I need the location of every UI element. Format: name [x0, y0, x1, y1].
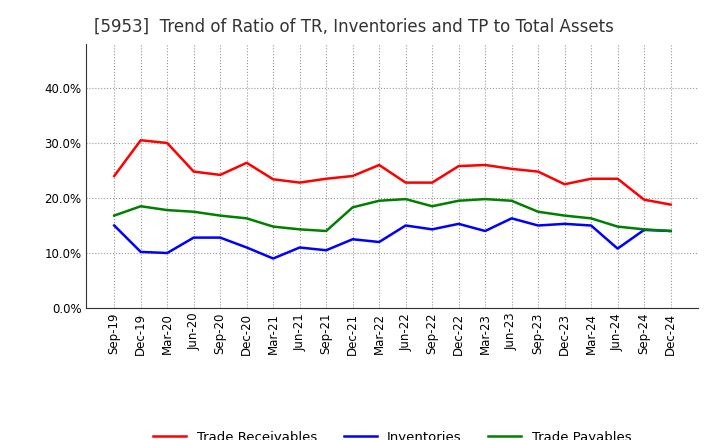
Inventories	[613, 246, 622, 251]
Trade Receivables	[110, 173, 119, 179]
Inventories	[508, 216, 516, 221]
Trade Receivables	[508, 166, 516, 172]
Trade Payables	[322, 228, 330, 234]
Trade Payables	[216, 213, 225, 218]
Inventories	[666, 228, 675, 234]
Trade Payables	[375, 198, 384, 203]
Trade Payables	[348, 205, 357, 210]
Inventories	[640, 227, 649, 232]
Inventories	[587, 223, 595, 228]
Trade Receivables	[269, 176, 277, 182]
Inventories	[269, 256, 277, 261]
Trade Receivables	[640, 197, 649, 202]
Trade Payables	[454, 198, 463, 203]
Inventories	[163, 250, 171, 256]
Trade Receivables	[428, 180, 436, 185]
Trade Receivables	[295, 180, 304, 185]
Trade Receivables	[348, 173, 357, 179]
Trade Payables	[481, 196, 490, 202]
Text: [5953]  Trend of Ratio of TR, Inventories and TP to Total Assets: [5953] Trend of Ratio of TR, Inventories…	[94, 18, 613, 36]
Line: Inventories: Inventories	[114, 218, 670, 259]
Trade Payables	[640, 227, 649, 232]
Inventories	[375, 239, 384, 245]
Trade Receivables	[666, 202, 675, 207]
Inventories	[295, 245, 304, 250]
Trade Payables	[508, 198, 516, 203]
Inventories	[348, 237, 357, 242]
Trade Receivables	[243, 160, 251, 165]
Trade Receivables	[613, 176, 622, 181]
Trade Payables	[136, 204, 145, 209]
Inventories	[534, 223, 542, 228]
Line: Trade Receivables: Trade Receivables	[114, 140, 670, 205]
Trade Payables	[428, 204, 436, 209]
Inventories	[110, 223, 119, 228]
Trade Payables	[534, 209, 542, 214]
Inventories	[401, 223, 410, 228]
Inventories	[454, 221, 463, 227]
Trade Receivables	[163, 140, 171, 146]
Trade Receivables	[136, 138, 145, 143]
Inventories	[243, 245, 251, 250]
Trade Receivables	[322, 176, 330, 181]
Trade Receivables	[534, 169, 542, 174]
Inventories	[560, 221, 569, 227]
Trade Payables	[269, 224, 277, 229]
Trade Payables	[189, 209, 198, 214]
Inventories	[428, 227, 436, 232]
Inventories	[189, 235, 198, 240]
Inventories	[136, 249, 145, 254]
Trade Receivables	[454, 163, 463, 169]
Trade Receivables	[481, 162, 490, 168]
Trade Payables	[243, 216, 251, 221]
Trade Payables	[295, 227, 304, 232]
Trade Receivables	[216, 172, 225, 177]
Trade Receivables	[560, 182, 569, 187]
Legend: Trade Receivables, Inventories, Trade Payables: Trade Receivables, Inventories, Trade Pa…	[148, 425, 636, 440]
Trade Payables	[613, 224, 622, 229]
Trade Payables	[587, 216, 595, 221]
Inventories	[481, 228, 490, 234]
Line: Trade Payables: Trade Payables	[114, 199, 670, 231]
Inventories	[216, 235, 225, 240]
Trade Payables	[666, 228, 675, 234]
Trade Receivables	[587, 176, 595, 181]
Trade Receivables	[189, 169, 198, 174]
Inventories	[322, 248, 330, 253]
Trade Payables	[163, 207, 171, 213]
Trade Receivables	[401, 180, 410, 185]
Trade Payables	[560, 213, 569, 218]
Trade Receivables	[375, 162, 384, 168]
Trade Payables	[401, 196, 410, 202]
Trade Payables	[110, 213, 119, 218]
